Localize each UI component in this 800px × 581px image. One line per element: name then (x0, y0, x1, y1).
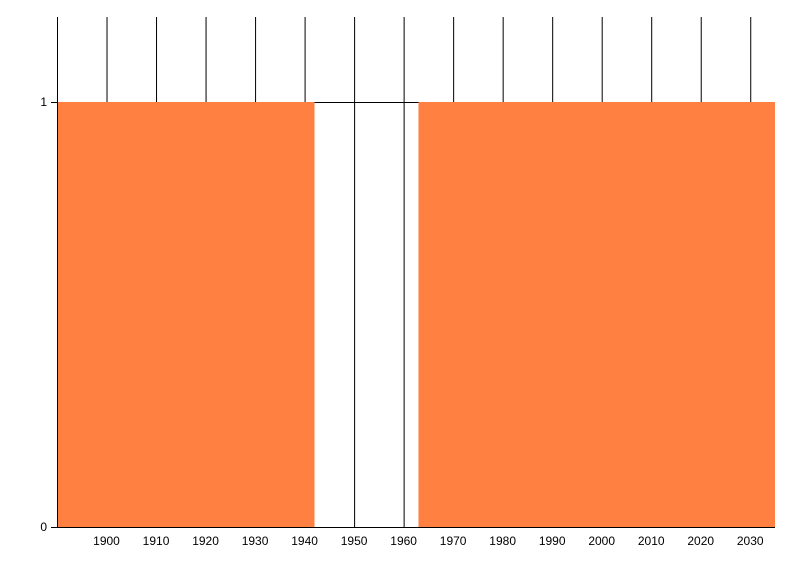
x-tick-label: 1930 (242, 534, 269, 548)
x-tick-label: 1900 (93, 534, 120, 548)
y-tick-label: 1 (40, 95, 47, 109)
x-tick-label: 1920 (192, 534, 219, 548)
y-tick-label: 0 (40, 520, 47, 534)
x-tick-label: 2030 (737, 534, 764, 548)
area-segment-1 (57, 102, 315, 527)
x-tick-label: 1960 (390, 534, 417, 548)
x-tick-label: 2010 (638, 534, 665, 548)
x-tick-label: 1910 (143, 534, 170, 548)
x-tick-label: 1950 (341, 534, 368, 548)
x-tick-label: 2000 (588, 534, 615, 548)
x-tick-label: 1990 (539, 534, 566, 548)
x-tick-label: 1940 (291, 534, 318, 548)
area-segment-2 (418, 102, 775, 527)
x-tick-label: 2020 (687, 534, 714, 548)
x-tick-label: 1980 (489, 534, 516, 548)
x-tick-label: 1970 (440, 534, 467, 548)
